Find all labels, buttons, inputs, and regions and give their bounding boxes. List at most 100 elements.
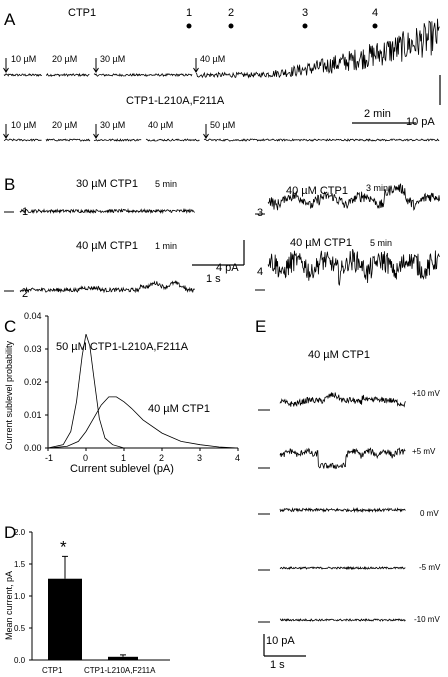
y-tick-label: 0.02 <box>24 377 42 387</box>
panel-b-trace3-time: 3 min <box>366 183 388 193</box>
category-label: CTP1-L210A,F211A <box>84 666 156 675</box>
series-line <box>47 333 162 449</box>
panel-b-trace2-num: 2 <box>22 288 28 300</box>
chart-axes <box>47 316 238 449</box>
panel-b-trace1-time: 5 min <box>155 179 177 189</box>
y-tick-label: 1.0 <box>14 592 26 601</box>
x-tick-label: 2 <box>159 453 164 463</box>
category-label: CTP1 <box>42 666 63 675</box>
y-tick-label: 0.00 <box>24 443 42 453</box>
panel-c-chart: -1 0 1 2 3 4 0.00 0.01 0.02 0.03 0.04 Current suble… <box>4 311 240 475</box>
conc-label: 20 µM <box>52 54 77 64</box>
voltage-label: +10 mV <box>412 389 440 398</box>
panel-a-letter: A <box>4 10 16 29</box>
current-trace <box>279 447 406 470</box>
panel-b-trace4-label: 40 µM CTP1 <box>290 237 352 249</box>
current-trace <box>93 72 193 78</box>
current-trace <box>93 138 142 142</box>
arrow-down-icon <box>3 124 9 139</box>
current-trace <box>3 73 42 77</box>
bar <box>108 656 138 660</box>
panel-b-trace2 <box>19 280 195 294</box>
panel-b-trace3-num: 3 <box>257 207 263 219</box>
panel-d-letter: D <box>4 523 16 542</box>
arrow-down-icon <box>93 124 99 139</box>
panel-a-scale-x-label: 2 min <box>364 108 391 120</box>
time-point-dot-1 <box>186 23 192 29</box>
y-tick-label: 0.5 <box>14 624 26 633</box>
arrow-down-icon <box>3 58 9 73</box>
voltage-label: -5 mV <box>419 563 441 572</box>
error-bar <box>62 555 68 579</box>
panel-b-trace4-num: 4 <box>257 266 263 278</box>
x-tick-label: 4 <box>235 453 240 463</box>
y-axis-label: Mean current, pA <box>4 571 14 640</box>
current-trace <box>145 138 200 142</box>
panel-a-trace1 <box>3 18 440 79</box>
current-trace <box>279 392 406 408</box>
panel-b-trace4-time: 5 min <box>370 238 392 248</box>
current-trace <box>203 138 440 142</box>
x-tick-label: 1 <box>121 453 126 463</box>
panel-e-voltage-labels: +10 mV +5 mV 0 mV -5 mV -10 mV <box>412 389 441 624</box>
time-point-dot-4 <box>372 23 378 29</box>
series-label: 50 µM CTP1-L210A,F211A <box>56 341 189 353</box>
voltage-label: +5 mV <box>412 447 436 456</box>
panel-b-letter: B <box>4 175 15 194</box>
current-trace <box>46 72 90 78</box>
conc-label: 20 µM <box>52 120 77 130</box>
y-tick-label: 0.03 <box>24 344 42 354</box>
current-trace <box>279 618 406 622</box>
y-axis-label: Current sublevel probability <box>4 340 14 450</box>
panel-c-letter: C <box>4 317 16 336</box>
y-tick-label: 0.0 <box>14 656 26 665</box>
panel-a-scale-y-label: 10 pA <box>406 116 435 128</box>
x-tick-label: 3 <box>197 453 202 463</box>
time-point-4: 4 <box>372 7 378 19</box>
current-trace <box>279 565 406 571</box>
x-tick-label: 0 <box>83 453 88 463</box>
panel-b-trace2-label: 40 µM CTP1 <box>76 240 138 252</box>
bar <box>48 578 82 660</box>
conc-label: 10 µM <box>11 54 36 64</box>
panel-a-trace1-title: CTP1 <box>68 7 96 19</box>
conc-label: 30 µM <box>100 54 125 64</box>
panel-b-trace1-label: 30 µM CTP1 <box>76 178 138 190</box>
conc-label: 40 µM <box>200 54 225 64</box>
arrow-down-icon <box>203 124 209 139</box>
x-axis-label: Current sublevel (pA) <box>70 463 174 475</box>
series-label: 40 µM CTP1 <box>148 403 210 415</box>
conc-label: 50 µM <box>210 120 235 130</box>
significance-asterisk: * <box>60 537 67 556</box>
current-trace <box>195 18 440 79</box>
series-line <box>47 396 239 449</box>
panel-a-trace2-arrows <box>3 124 209 139</box>
panel-a-trace1-conc-labels: 10 µM 20 µM 30 µM 40 µM <box>11 54 225 64</box>
y-tick-label: 2.0 <box>14 528 26 537</box>
current-trace <box>279 507 406 514</box>
error-bar <box>120 654 126 657</box>
panel-a-trace2-conc-labels: 10 µM 20 µM 30 µM 40 µM 50 µM <box>11 120 235 130</box>
time-point-dot-3 <box>302 23 308 29</box>
current-trace <box>19 207 195 215</box>
arrow-down-icon <box>193 58 199 73</box>
current-trace <box>45 138 91 142</box>
panel-b-trace1 <box>19 207 195 215</box>
panel-b-trace4 <box>267 248 440 286</box>
conc-label: 30 µM <box>100 120 125 130</box>
y-tick-label: 1.5 <box>14 560 26 569</box>
time-point-3: 3 <box>302 7 308 19</box>
panel-e-title: 40 µM CTP1 <box>308 349 370 361</box>
current-trace <box>267 183 440 211</box>
current-trace <box>19 280 195 294</box>
panel-a-trace2 <box>3 138 440 142</box>
panel-a-trace2-title: CTP1-L210A,F211A <box>126 95 225 107</box>
panel-b-trace3 <box>267 183 440 211</box>
time-point-2: 2 <box>228 7 234 19</box>
conc-label: 40 µM <box>148 120 173 130</box>
panel-b-trace2-time: 1 min <box>155 241 177 251</box>
conc-label: 10 µM <box>11 120 36 130</box>
arrow-down-icon <box>93 58 99 73</box>
voltage-label: -10 mV <box>414 615 440 624</box>
